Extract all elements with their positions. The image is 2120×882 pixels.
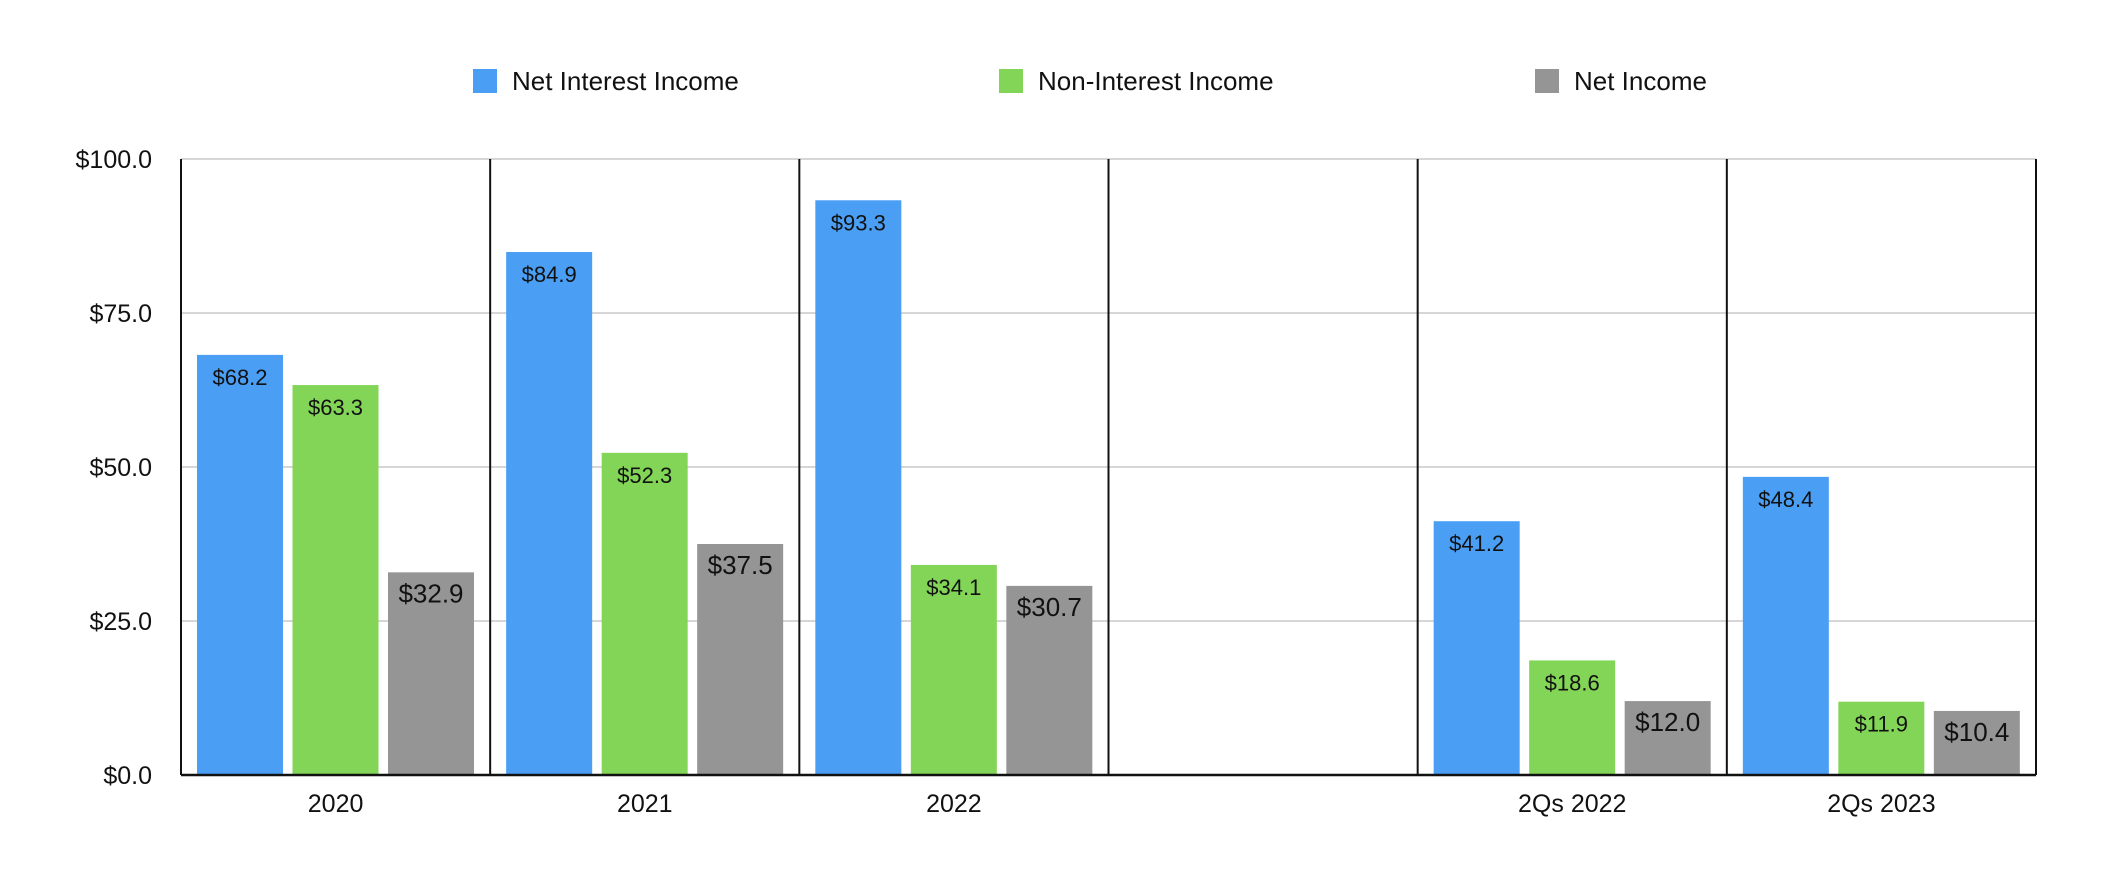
data-label: $30.7: [1017, 592, 1082, 622]
legend-label: Net Interest Income: [512, 66, 739, 96]
data-label: $84.9: [522, 262, 577, 287]
bar: [601, 452, 688, 775]
bar: [506, 252, 593, 776]
legend-swatch: [999, 69, 1023, 93]
data-label: $32.9: [398, 578, 463, 608]
bar: [697, 544, 784, 775]
data-label: $48.4: [1758, 487, 1813, 512]
y-tick-label: $50.0: [89, 454, 152, 482]
data-label: $68.2: [212, 365, 267, 390]
bar: [1742, 476, 1829, 775]
bar: [815, 200, 902, 776]
bar: [1838, 701, 1925, 775]
legend-swatch: [1535, 69, 1559, 93]
x-axis: 2020 2021 2022 2Qs 2022 2Qs 2023: [181, 773, 2036, 818]
y-tick-label: $100.0: [76, 146, 152, 174]
legend-label: Net Income: [1574, 66, 1707, 96]
data-label: $93.3: [831, 210, 886, 235]
x-tick-label: 2Qs 2023: [1827, 790, 1935, 818]
y-axis: $0.0 $25.0 $50.0 $75.0 $100.0: [76, 146, 152, 790]
x-tick-label: 2022: [926, 790, 982, 818]
y-tick-label: $25.0: [89, 608, 152, 636]
data-label: $63.3: [308, 395, 363, 420]
y-tick-label: $0.0: [103, 762, 152, 790]
bar: [388, 572, 474, 775]
data-label: $37.5: [708, 550, 773, 580]
bar: [1006, 585, 1093, 775]
bar: [1624, 701, 1711, 775]
data-label: $11.9: [1855, 712, 1908, 737]
bar: [197, 354, 283, 775]
bar: [1433, 521, 1520, 775]
x-tick-label: 2020: [308, 790, 364, 818]
x-tick-label: 2021: [617, 790, 673, 818]
bar: [292, 385, 379, 775]
data-label: $18.6: [1545, 670, 1600, 695]
y-tick-label: $75.0: [89, 300, 152, 328]
legend: Net Interest Income Non-Interest Income Ne…: [473, 66, 1707, 96]
data-label: $12.0: [1635, 707, 1700, 737]
legend-label: Non-Interest Income: [1038, 66, 1274, 96]
data-label: $41.2: [1449, 531, 1504, 556]
legend-swatch: [473, 69, 497, 93]
data-label: $10.4: [1944, 717, 2009, 747]
x-tick-label: 2Qs 2022: [1518, 790, 1626, 818]
bar: [1933, 710, 2020, 775]
bars: $68.2 $63.3 $32.9 $84.9 $52.3 $37.5 $93.3 $34.1…: [197, 200, 2020, 776]
data-label: $52.3: [617, 463, 672, 488]
category-dividers: [180, 159, 2037, 775]
bar: [1529, 660, 1616, 775]
data-label: $34.1: [926, 575, 981, 600]
bar: [910, 564, 997, 775]
